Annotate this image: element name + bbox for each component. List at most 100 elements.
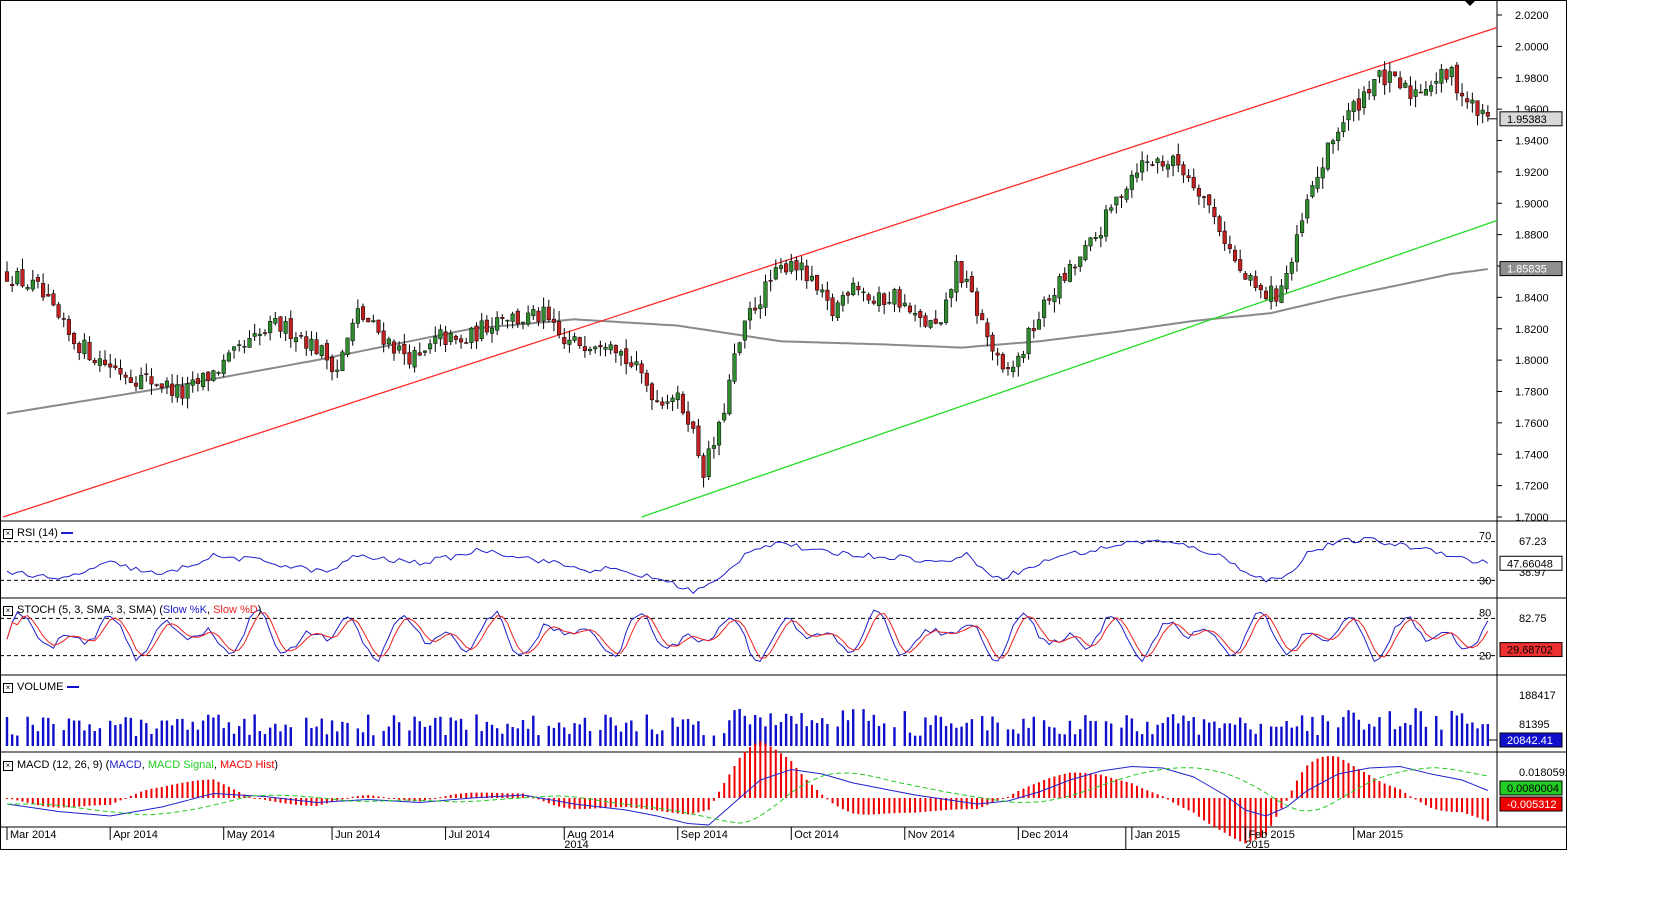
candle-bullish	[1300, 220, 1305, 233]
candle-bearish	[391, 341, 397, 354]
macd-hist-bar	[1208, 798, 1211, 824]
macd-hist-bar	[1270, 798, 1273, 826]
rsi-axis-label-high: 67.23	[1519, 536, 1547, 548]
stoch-last-label: 29.68702	[1507, 645, 1553, 657]
volume-bar	[980, 716, 984, 746]
macd-hist-bar	[439, 797, 442, 799]
macd-hist-bar	[759, 740, 762, 798]
candle-bearish	[118, 367, 123, 375]
macd-hist-bar	[320, 798, 323, 805]
volume-bar	[506, 723, 509, 746]
volume-bar	[1290, 727, 1293, 746]
volume-bar	[841, 710, 845, 746]
volume-bar	[284, 724, 287, 746]
volume-bar	[1326, 721, 1330, 746]
candle-bullish	[954, 261, 959, 293]
candle-bearish	[551, 318, 556, 323]
candle-bullish	[949, 289, 954, 298]
candle-bearish	[990, 334, 995, 352]
volume-bar	[1011, 729, 1015, 746]
stoch-close-icon[interactable]: ×	[3, 606, 13, 616]
macd-hist-bar	[202, 779, 205, 798]
candle-bearish	[159, 383, 164, 389]
candle-bearish	[613, 345, 618, 354]
candle-bearish	[1232, 249, 1238, 262]
price-tick-label: 1.9800	[1515, 73, 1549, 85]
candle-bullish	[252, 333, 257, 337]
macd-hist-bar	[914, 798, 917, 813]
candle-bullish	[397, 345, 402, 351]
forex-chart[interactable]: 2.02002.00001.98001.96001.94001.92001.90…	[0, 0, 1567, 850]
macd-hist-bar	[733, 766, 736, 798]
candle-bullish	[1083, 244, 1088, 260]
volume-bar	[1218, 728, 1221, 746]
candle-bullish	[25, 287, 30, 290]
volume-bar	[10, 734, 14, 746]
volume-bar	[836, 726, 839, 746]
candle-bearish	[1176, 154, 1181, 166]
candle-bearish	[1217, 216, 1222, 232]
volume-bar	[1084, 715, 1087, 746]
macd-hist-bar	[1352, 766, 1355, 798]
rsi-close-icon[interactable]: ×	[3, 529, 13, 539]
volume-bar	[1130, 718, 1134, 746]
macd-hist-bar	[21, 798, 24, 802]
macd-hist-bar	[697, 798, 700, 813]
macd-hist-bar	[423, 798, 426, 801]
price-tick-label: 1.9000	[1515, 198, 1549, 210]
macd-hist-bar	[243, 794, 246, 798]
volume-close-icon[interactable]: ×	[3, 683, 13, 693]
macd-hist-bar	[104, 798, 107, 806]
candle-bearish	[1367, 89, 1372, 94]
volume-bar	[165, 720, 169, 746]
candle-bullish	[1042, 299, 1047, 318]
volume-bar	[119, 724, 122, 746]
month-label: Nov 2014	[908, 829, 955, 841]
candle-bearish	[639, 363, 644, 374]
volume-bar	[686, 719, 690, 746]
macd-close-icon[interactable]: ×	[3, 761, 13, 771]
macd-hist-bar	[485, 792, 488, 798]
candle-bullish	[593, 346, 598, 350]
chart-frame	[0, 0, 1567, 850]
month-label: Aug 2014	[567, 829, 614, 841]
macd-hist-bar	[857, 798, 860, 815]
candle-bearish	[856, 285, 861, 291]
macd-hist-bar	[836, 798, 839, 807]
macd-hist-bar	[749, 747, 751, 798]
candle-bearish	[691, 421, 696, 429]
candle-bullish	[221, 359, 226, 374]
candle-bearish	[56, 304, 61, 318]
macd-hist-bar	[1363, 772, 1366, 798]
volume-bar	[552, 727, 556, 746]
macd-hist-bar	[558, 798, 561, 807]
macd-hist-bar	[1032, 784, 1035, 798]
candle-bullish	[1325, 142, 1330, 170]
candle-bearish	[923, 315, 928, 327]
price-tick-label: 2.0200	[1515, 10, 1549, 22]
macd-hist-bar	[114, 798, 117, 803]
candle-bullish	[572, 336, 577, 341]
macd-hist-bar	[1461, 798, 1464, 813]
macd-hist-bar	[604, 798, 607, 808]
volume-bar	[950, 723, 953, 746]
volume-bar	[1398, 726, 1402, 746]
volume-bar	[650, 729, 654, 746]
macd-hist-bar	[1383, 783, 1386, 798]
volume-bar	[1120, 727, 1123, 746]
candle-bullish	[1413, 89, 1418, 97]
volume-bar	[557, 722, 561, 746]
macd-hist-bar	[620, 798, 623, 808]
volume-axis-label-low: 81395	[1519, 719, 1550, 731]
volume-bar	[1177, 723, 1180, 746]
macd-hist-bar	[810, 785, 813, 798]
volume-bar	[1135, 731, 1139, 746]
volume-bar	[1228, 723, 1232, 746]
macd-hist-bar	[26, 798, 29, 803]
volume-bar	[774, 725, 777, 746]
candle-bullish	[1093, 237, 1098, 239]
candle-bearish	[376, 319, 381, 333]
candle-bearish	[500, 317, 505, 319]
volume-bar	[258, 731, 262, 746]
macd-hist-bar	[11, 798, 14, 800]
